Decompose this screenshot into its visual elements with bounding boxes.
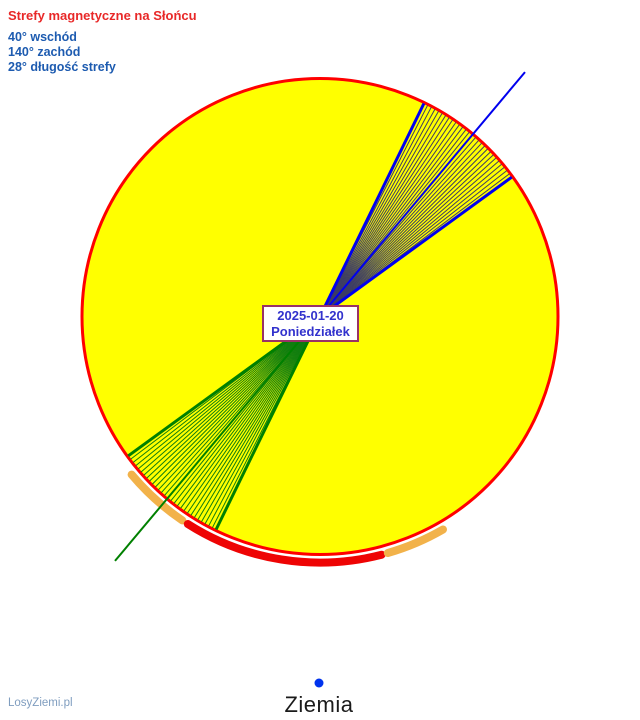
- east-zone-ray: [319, 126, 463, 317]
- west-zone-ray: [158, 316, 321, 491]
- earth-label: Ziemia: [284, 692, 354, 717]
- west-limb-orange-arc: [127, 470, 187, 525]
- east-zone-ray: [319, 129, 467, 317]
- east-zone-ray: [319, 148, 488, 317]
- west-zone-ray: [204, 316, 321, 525]
- east-zone-ray: [319, 111, 439, 317]
- west-zone-ray: [183, 316, 321, 511]
- west-zone-ray: [180, 316, 321, 509]
- west-zone-ray: [152, 316, 321, 485]
- west-zone-ray: [197, 316, 321, 520]
- west-zone-ray: [143, 316, 321, 476]
- east-zone-ray: [319, 154, 494, 317]
- west-zone-ray: [161, 316, 321, 493]
- east-zone-ray: [319, 142, 482, 317]
- west-zone-ray: [190, 316, 321, 516]
- west-zone-ray: [177, 316, 321, 507]
- earth-dot: [314, 678, 324, 688]
- east-limb-orange-arc: [383, 525, 447, 557]
- west-zone-ray: [146, 316, 321, 479]
- east-zone-ray: [319, 163, 502, 317]
- east-zone-ray: [319, 117, 450, 317]
- zone-info-west: 140° zachód: [8, 45, 81, 59]
- east-zone-ray: [319, 124, 460, 317]
- east-zone-boundary: [318, 102, 426, 318]
- east-zone-ray: [319, 113, 443, 317]
- date-label-box: 2025-01-20 Poniedziałek: [262, 305, 359, 342]
- west-zone-ray: [201, 316, 321, 522]
- east-zone-ray: [319, 140, 479, 317]
- zone-info-east: 40° wschód: [8, 30, 77, 44]
- east-zone-ray: [319, 157, 497, 317]
- east-zone-ray: [319, 108, 436, 317]
- east-zone-ray: [319, 115, 447, 317]
- west-zone-ray: [173, 316, 321, 504]
- east-zone-center-line: [319, 71, 526, 318]
- weekday-text: Poniedziałek: [271, 324, 350, 339]
- east-zone-boundary: [319, 175, 513, 318]
- watermark: LosyZiemi.pl: [8, 697, 73, 709]
- west-zone-boundary: [214, 315, 322, 531]
- west-zone-ray: [187, 316, 321, 514]
- west-zone-ray: [193, 316, 321, 518]
- bottom-limb-red-arc: [183, 520, 386, 567]
- east-zone-ray: [319, 160, 500, 317]
- east-zone-ray: [319, 167, 505, 317]
- west-zone-ray: [140, 316, 321, 473]
- west-zone-ray: [149, 316, 321, 482]
- east-zone-ray: [319, 122, 457, 317]
- east-zone-ray: [319, 145, 485, 317]
- east-zone-ray: [319, 119, 453, 317]
- zone-info-length: 28° długość strefy: [8, 60, 116, 74]
- east-zone-ray: [319, 151, 491, 317]
- date-text: 2025-01-20: [277, 308, 344, 323]
- page-title: Strefy magnetyczne na Słońcu: [8, 8, 197, 23]
- zone-info: 40° wschód 140° zachód 28° długość stref…: [8, 30, 116, 75]
- west-zone-center-line: [114, 315, 321, 562]
- west-zone-ray: [155, 316, 321, 488]
